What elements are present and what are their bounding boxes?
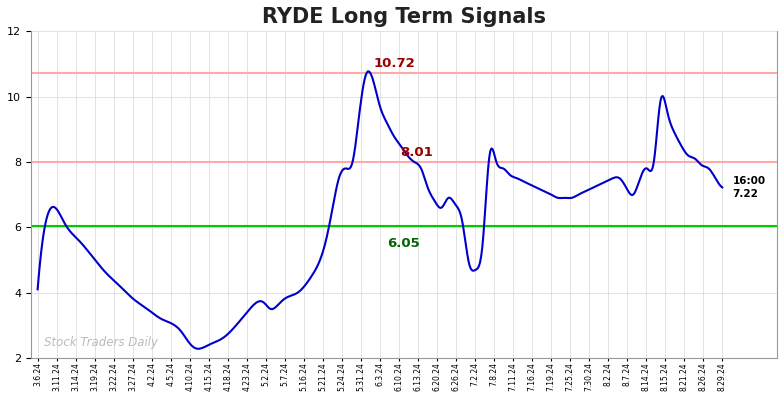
Title: RYDE Long Term Signals: RYDE Long Term Signals xyxy=(262,7,546,27)
Text: 6.05: 6.05 xyxy=(387,237,419,250)
Text: 16:00
7.22: 16:00 7.22 xyxy=(732,176,766,199)
Text: 10.72: 10.72 xyxy=(373,57,415,70)
Text: Stock Traders Daily: Stock Traders Daily xyxy=(45,336,158,349)
Text: 8.01: 8.01 xyxy=(401,146,434,159)
